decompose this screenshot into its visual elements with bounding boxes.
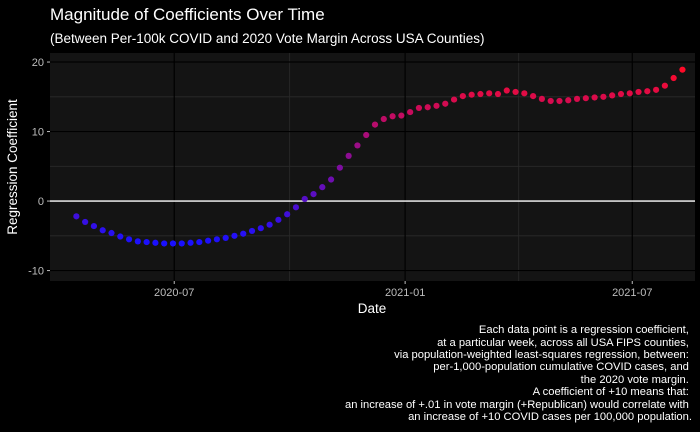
data-point [73,213,80,220]
data-point [310,191,317,198]
caption-line: Each data point is a regression coeffici… [479,324,689,336]
data-point [609,92,616,99]
data-point [407,108,414,116]
caption-line: at a particular week, across all USA FIP… [437,337,689,349]
data-point [240,230,247,237]
data-point [591,94,598,101]
caption-line: an increase of +.01 in vote margin (+Rep… [345,399,689,411]
caption: Each data point is a regression coeffici… [345,324,692,423]
data-point [363,131,370,139]
data-point [398,112,405,119]
data-point [626,90,633,97]
data-point [371,121,379,128]
data-point [152,239,159,246]
chart-subtitle: (Between Per-100k COVID and 2020 Vote Ma… [50,31,484,46]
data-point [670,74,677,82]
minor-gridlines [50,53,695,281]
data-point [521,90,528,97]
y-tick-label: -10 [28,266,44,278]
data-point [275,216,282,223]
x-tick-label: 2020-07 [154,287,194,299]
x-axis-ticks: 2020-07 2021-01 2021-07 [154,281,652,299]
data-point [450,96,458,103]
caption-line: the 2020 vote margin. [581,374,689,386]
x-axis-title: Date [358,301,387,316]
data-point [679,66,686,73]
data-point [178,240,185,247]
data-point [117,233,124,240]
data-point [617,90,625,98]
data-points [73,66,686,247]
x-tick-label: 2021-07 [612,287,652,299]
caption-line: A coefficient of +10 means that: [533,386,689,398]
data-point [459,92,466,100]
data-point [538,95,546,102]
data-point [187,239,194,246]
data-point [389,113,396,120]
data-point [503,87,510,94]
data-point [661,82,668,89]
y-axis-title: Regression Coefficient [5,99,20,235]
data-point [125,236,133,243]
data-point [134,238,141,245]
data-point [635,88,642,96]
y-tick-label: 10 [32,127,44,139]
data-point [424,104,431,111]
caption-line: via population-weighted least-squares re… [394,349,689,361]
data-point [547,97,554,105]
data-point [90,222,98,230]
data-point [284,211,291,218]
y-axis-ticks: -10 0 10 20 [28,57,50,278]
data-point [257,225,264,232]
data-point [415,104,423,112]
data-point [433,102,440,109]
data-point [222,234,229,242]
y-tick-label: 0 [38,196,44,208]
data-point [486,90,493,97]
data-point [494,90,502,98]
data-point [530,92,537,100]
data-point [652,86,660,93]
data-point [354,142,361,149]
data-point [565,97,572,104]
data-point [108,229,115,237]
data-point [600,93,607,100]
data-point [248,227,256,235]
data-point [205,237,212,244]
chart-title: Magnitude of Coefficients Over Time [50,5,325,24]
data-point [161,240,168,247]
data-point [582,95,589,102]
data-point [143,238,150,246]
data-point [336,164,343,171]
data-point [301,195,308,203]
caption-line: per-1,000-population cumulative COVID ca… [433,361,689,373]
data-point [477,90,484,98]
data-point [292,204,300,211]
data-point [327,176,335,183]
data-point [380,115,387,123]
data-point [266,221,273,228]
data-point [512,88,519,96]
data-point [319,184,326,191]
x-tick-label: 2021-01 [385,287,425,299]
data-point [573,95,581,102]
plot-panel [50,53,695,281]
data-point [468,91,475,98]
data-point [345,152,352,159]
data-point [82,218,89,226]
caption-line: an increase of +10 COVID cases per 100,0… [408,411,692,423]
data-point [231,232,238,239]
data-point [556,97,563,105]
y-tick-label: 20 [32,57,44,69]
data-point [169,240,177,247]
data-point [99,227,106,234]
data-point [442,100,449,107]
data-point [196,238,203,246]
data-point [213,236,220,243]
data-point [644,88,651,95]
